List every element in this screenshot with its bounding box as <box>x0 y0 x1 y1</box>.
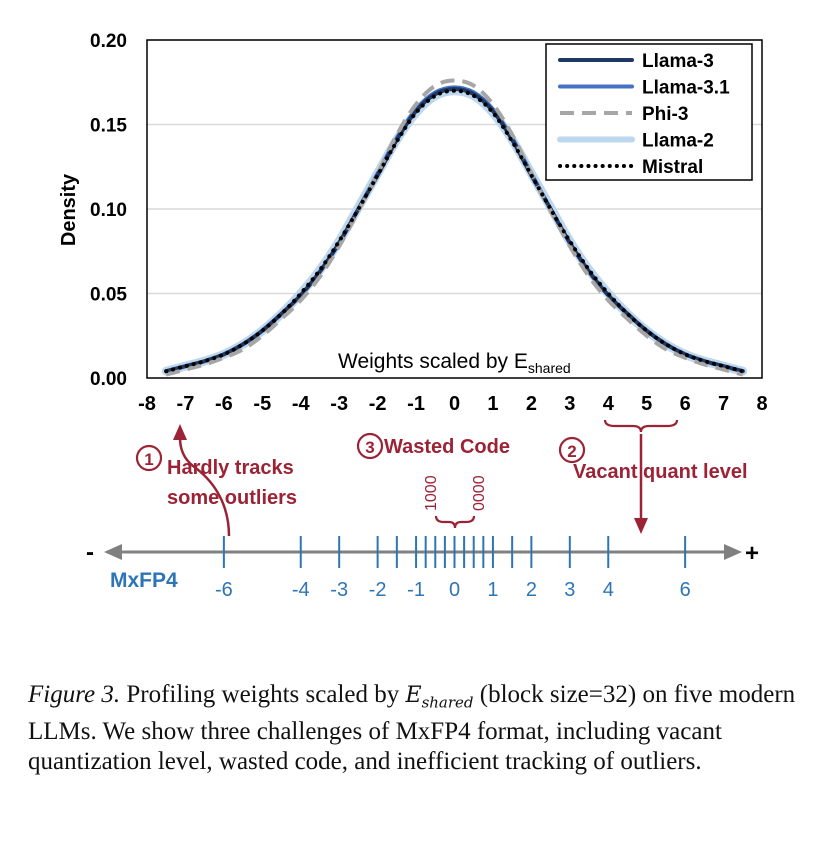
x-tick-label-2: -6 <box>215 393 233 415</box>
number-line-label-8: 3 <box>564 579 575 601</box>
legend-box <box>545 43 753 181</box>
challenge-1-line-2: some outliers <box>167 487 297 509</box>
x-tick-label-7: -1 <box>407 393 425 415</box>
annotation-challenge-2: 2 Vacant quant level <box>558 419 748 534</box>
x-tick-label-10: 2 <box>526 393 537 415</box>
outlier-arrow-head <box>173 424 187 440</box>
badge-1 <box>135 444 163 472</box>
legend: Llama-3 Llama-3.1 Phi-3 Llama-2 Mistral <box>545 43 753 181</box>
series-lines <box>161 78 748 377</box>
number-line-label-2: -3 <box>330 579 348 601</box>
number-line-arrow-left <box>104 544 122 560</box>
badge-2 <box>558 436 586 464</box>
legend-label-llama-2: Llama-2 <box>642 131 714 152</box>
number-line-labels: -6 -4 -3 -2 -1 0 1 2 3 4 6 <box>215 579 691 601</box>
vacant-arrow-head <box>634 518 648 534</box>
legend-label-mistral: Mistral <box>642 157 703 178</box>
series-line-mistral <box>164 88 745 374</box>
y-tick-label-0: 0.00 <box>90 369 127 390</box>
badge-3 <box>356 432 384 460</box>
challenge-2-text: Vacant quant level <box>573 461 748 483</box>
number-line-label-7: 2 <box>526 579 537 601</box>
x-tick-label-0: -8 <box>138 393 156 415</box>
x-tick-label-6: -2 <box>369 393 387 415</box>
code-0000: 0000 <box>471 475 488 511</box>
x-tick-label-8: 0 <box>449 393 460 415</box>
figure-caption: Figure 3. Profiling weights scaled by Es… <box>28 680 818 777</box>
caption-lead: Figure 3. <box>28 681 121 708</box>
number-line-label-4: -1 <box>407 579 425 601</box>
number-line-label-1: -4 <box>292 579 310 601</box>
badge-3-number: 3 <box>365 438 374 457</box>
challenge-1-line-1: Hardly tracks <box>167 457 294 479</box>
format-label: MxFP4 <box>110 569 178 592</box>
y-tick-labels: 0.00 0.05 0.10 0.15 0.20 <box>90 31 127 390</box>
number-line-label-0: -6 <box>215 579 233 601</box>
figure-canvas: 0.000.050.100.150.20 -8 -7 -6 -5 -4 -3 -2 -1 0 1 2… <box>58 31 768 601</box>
x-tick-label-5: -3 <box>330 393 348 415</box>
annotation-challenge-3: 3 Wasted Code 1000 0000 <box>356 432 510 529</box>
x-tick-label-1: -7 <box>177 393 195 415</box>
plot-area <box>146 39 763 379</box>
number-line-label-6: 1 <box>487 579 498 601</box>
number-line-label-9: 4 <box>603 579 614 601</box>
x-tick-label-11: 3 <box>564 393 575 415</box>
x-tick-label-12: 4 <box>603 393 615 415</box>
x-tick-label-4: -4 <box>292 393 311 415</box>
number-line-label-10: 6 <box>680 579 691 601</box>
y-axis-label: Density <box>58 173 80 246</box>
y-tick-label-1: 0.05 <box>90 285 127 306</box>
number-line-label-5: 0 <box>449 579 460 601</box>
y-tick-label-4: 0.20 <box>90 31 127 52</box>
badge-1-number: 1 <box>144 450 153 469</box>
minus-sign: - <box>86 539 94 566</box>
x-tick-label-3: -5 <box>253 393 271 415</box>
plus-sign: + <box>745 540 759 567</box>
wasted-code-brace <box>434 515 476 529</box>
caption-text-1: Profiling weights scaled by <box>120 681 406 708</box>
inset-label-sub: shared <box>528 360 571 376</box>
x-tick-label-14: 6 <box>680 393 691 415</box>
caption-math-main: E <box>405 683 422 708</box>
y-tick-label-3: 0.15 <box>90 116 127 137</box>
legend-label-llama-3: Llama-3 <box>642 51 714 72</box>
x-tick-label-15: 7 <box>718 393 729 415</box>
badge-2-number: 2 <box>567 442 576 461</box>
vacant-range-brace <box>603 419 679 433</box>
number-line-arrow-right <box>724 544 742 560</box>
number-line-label-3: -2 <box>369 579 387 601</box>
inset-label-main: Weights scaled by E <box>338 350 528 373</box>
y-tick-label-2: 0.10 <box>90 200 127 221</box>
plot-frame <box>146 39 763 379</box>
caption-text-2: (block size=32) on five modern LLMs. We … <box>28 681 796 776</box>
x-tick-labels: -8 -7 -6 -5 -4 -3 -2 -1 0 1 2 3 4 5 6 7 8 <box>138 393 767 415</box>
mxfp4-number-line: - + MxFP4 -6 -4 -3 -2 -1 0 1 2 3 4 6 <box>86 536 759 601</box>
annotation-challenge-1: 1 Hardly tracks some outliers <box>135 424 297 537</box>
caption-math-sub: shared <box>421 693 474 712</box>
series-line-phi-3 <box>165 78 744 377</box>
legend-label-phi-3: Phi-3 <box>642 104 688 125</box>
x-tick-label-13: 5 <box>641 393 652 415</box>
outlier-arrow <box>178 437 231 537</box>
code-1000: 1000 <box>423 475 440 511</box>
x-tick-label-16: 8 <box>756 393 767 415</box>
legend-label-llama-3-1: Llama-3.1 <box>642 78 730 99</box>
challenge-3-text: Wasted Code <box>384 436 510 458</box>
inset-axis-label: Weights scaled by Eshared <box>338 350 571 376</box>
x-tick-label-9: 1 <box>487 393 498 415</box>
number-line-ticks <box>222 536 687 568</box>
caption-math: Eshared <box>405 683 474 712</box>
